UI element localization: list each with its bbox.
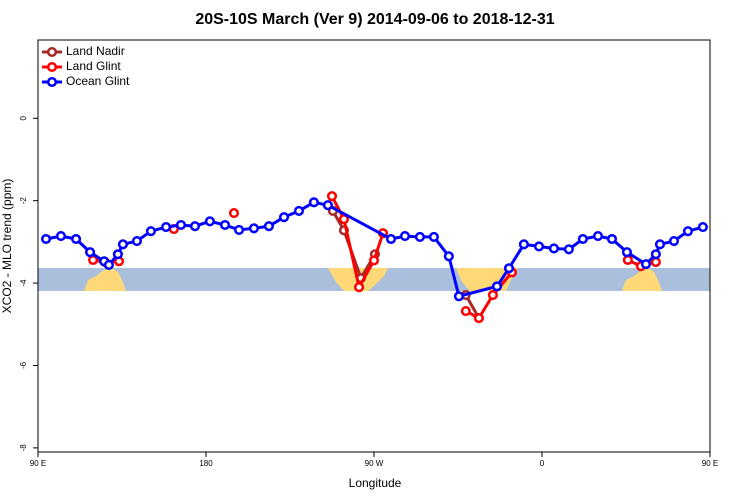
data-point bbox=[621, 247, 632, 258]
data-point bbox=[248, 223, 260, 234]
data-point bbox=[491, 281, 503, 292]
data-point bbox=[219, 219, 231, 231]
x-tick-label: 90 E bbox=[702, 459, 718, 468]
x-tick-label: 90 W bbox=[365, 459, 384, 468]
data-point bbox=[428, 231, 439, 242]
data-point bbox=[697, 221, 708, 233]
legend-label: Ocean Glint bbox=[66, 74, 130, 88]
data-point bbox=[533, 241, 545, 252]
data-point bbox=[322, 200, 333, 211]
data-point bbox=[112, 249, 123, 260]
data-point bbox=[71, 233, 82, 245]
y-axis-label: XCO2 - MLO trend (ppm) bbox=[0, 179, 14, 314]
data-point bbox=[650, 249, 661, 260]
chart-title: 20S-10S March (Ver 9) 2014-09-06 to 2018… bbox=[195, 11, 554, 28]
plot-frame bbox=[37, 39, 711, 453]
land-mask bbox=[38, 268, 710, 291]
data-point bbox=[592, 231, 604, 242]
legend-marker bbox=[46, 61, 58, 73]
data-point bbox=[548, 243, 559, 254]
x-tick-label: 0 bbox=[540, 459, 545, 468]
data-point bbox=[668, 236, 680, 247]
x-axis-label: Longitude bbox=[349, 476, 402, 490]
data-point bbox=[233, 224, 245, 235]
land-shape bbox=[84, 268, 126, 291]
data-point bbox=[131, 236, 142, 247]
data-point bbox=[189, 221, 201, 232]
data-point bbox=[368, 255, 380, 266]
x-tick-label: 90 E bbox=[30, 459, 46, 468]
data-point bbox=[263, 221, 274, 232]
data-point bbox=[385, 233, 397, 245]
data-point bbox=[654, 239, 666, 250]
data-point bbox=[414, 231, 425, 242]
data-point bbox=[326, 191, 338, 202]
data-point bbox=[161, 221, 172, 233]
data-point bbox=[40, 233, 52, 245]
data-point bbox=[453, 291, 464, 302]
data-point bbox=[640, 259, 652, 270]
data-point bbox=[460, 306, 471, 317]
data-point bbox=[85, 247, 96, 258]
data-point bbox=[473, 313, 484, 324]
land-shape bbox=[622, 268, 662, 291]
data-point bbox=[117, 239, 128, 250]
data-point bbox=[308, 197, 319, 208]
data-point bbox=[293, 205, 305, 217]
data-point bbox=[145, 226, 156, 237]
data-point bbox=[563, 244, 574, 255]
data-point bbox=[650, 257, 661, 268]
data-point bbox=[55, 231, 67, 242]
y-tick-label: -8 bbox=[19, 444, 28, 452]
data-point bbox=[518, 239, 529, 250]
data-point bbox=[278, 212, 290, 223]
y-tick-label: -6 bbox=[19, 361, 28, 369]
data-point bbox=[606, 233, 618, 245]
y-tick-label: 0 bbox=[19, 116, 28, 121]
data-point bbox=[443, 251, 454, 262]
legend-marker bbox=[46, 76, 58, 88]
y-tick-label: -4 bbox=[19, 279, 28, 287]
data-point bbox=[399, 231, 411, 242]
data-point bbox=[577, 233, 588, 245]
data-point bbox=[175, 219, 187, 231]
y-tick-label: -2 bbox=[19, 197, 28, 205]
data-point bbox=[487, 289, 498, 301]
data-point bbox=[622, 254, 633, 266]
data-point bbox=[204, 216, 215, 227]
data-point bbox=[228, 207, 240, 219]
data-point bbox=[354, 282, 365, 293]
x-tick-label: 180 bbox=[199, 459, 213, 468]
data-point bbox=[503, 263, 515, 274]
legend-label: Land Nadir bbox=[66, 44, 125, 58]
legend-marker bbox=[46, 46, 58, 58]
legend-label: Land Glint bbox=[66, 59, 121, 73]
data-point bbox=[103, 259, 114, 271]
data-point bbox=[682, 226, 694, 237]
